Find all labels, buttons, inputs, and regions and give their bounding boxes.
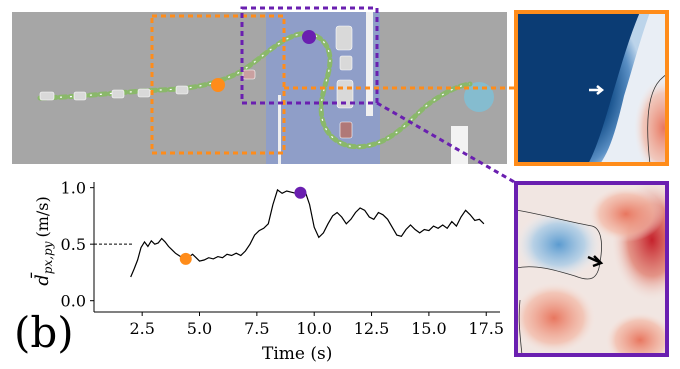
x-tick-label: 12.5 (354, 319, 390, 338)
y-tick-label: 0.5 (61, 235, 86, 254)
purple-chart-marker (294, 186, 307, 199)
y-tick-label: 1.0 (61, 179, 86, 198)
robot-heading-icon-2 (587, 255, 604, 268)
x-tick-label: 2.5 (129, 319, 154, 338)
panel-label: (b) (14, 308, 74, 357)
x-ticks: 2.5 5.0 7.5 10.0 12.5 15.0 17.5 (129, 312, 504, 338)
orange-chart-marker (179, 252, 192, 265)
x-tick-label: 7.5 (244, 319, 269, 338)
x-tick-label: 17.5 (468, 319, 504, 338)
chart-markers (179, 186, 307, 265)
scene-view (12, 6, 507, 164)
x-axis-label: Time (s) (262, 344, 333, 364)
x-tick-label: 5.0 (187, 319, 212, 338)
wall-block (451, 126, 468, 164)
purple-robot-marker (302, 30, 316, 44)
x-tick-label: 15.0 (411, 319, 447, 338)
wall-post (366, 12, 373, 116)
y-tick-label: 0.0 (61, 292, 86, 311)
orange-zoom-box (150, 14, 286, 155)
x-tick-label: 10.0 (296, 319, 332, 338)
y-ticks: 0.0 0.5 1.0 (61, 179, 94, 311)
orange-heatmap-inset (514, 10, 669, 166)
orange-robot-marker (211, 78, 225, 92)
purple-zoom-box (240, 6, 379, 105)
speed-chart: 2.5 5.0 7.5 10.0 12.5 15.0 17.5 0.0 0.5 1.0 d̄px… (29, 179, 504, 338)
purple-heatmap-inset (514, 181, 669, 357)
y-axis-label: d̄px,py(m/s) (29, 196, 55, 286)
robot-heading-icon (589, 85, 605, 95)
